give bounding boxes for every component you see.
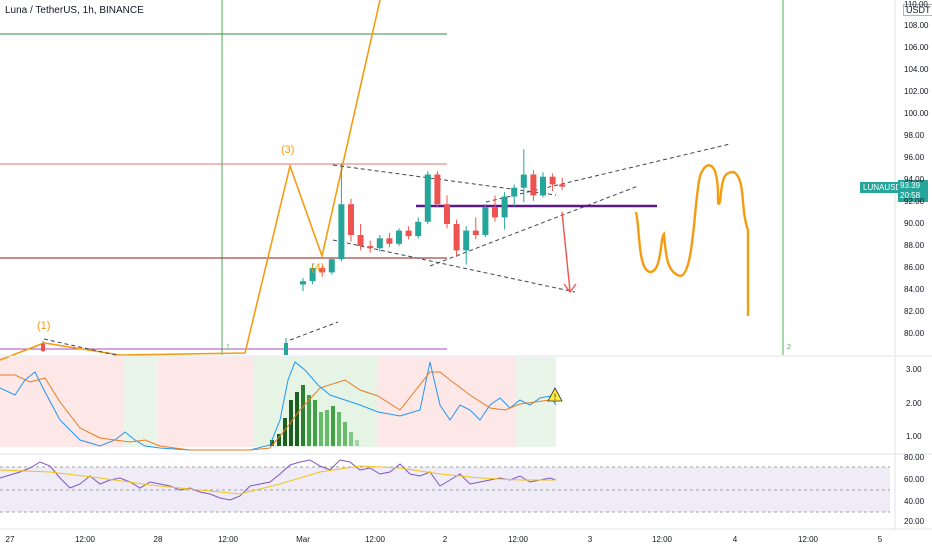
candle-body — [559, 184, 566, 187]
price-tick: 102.00 — [904, 87, 929, 96]
time-tick: 12:00 — [797, 535, 819, 544]
warning-icon[interactable]: ! — [547, 387, 563, 402]
indicator1-tick: 2.00 — [906, 399, 922, 408]
candle-body — [424, 174, 431, 222]
time-tick: 12:00 — [217, 535, 239, 544]
wave-label-1: (1) — [37, 320, 51, 332]
price-tick: 92.00 — [904, 197, 925, 206]
time-tick: 12:00 — [507, 535, 529, 544]
time-tick: 27 — [5, 535, 15, 544]
svg-text:!: ! — [554, 392, 557, 402]
time-tick: 2 — [442, 535, 448, 544]
rsi-tick: 80.00 — [904, 453, 925, 462]
last-price: 93.39 — [900, 181, 921, 190]
price-tick: 98.00 — [904, 131, 925, 140]
candle-body — [463, 230, 470, 251]
time-tick: 12:00 — [364, 535, 386, 544]
price-tick: 82.00 — [904, 307, 925, 316]
time-tick: 12:00 — [74, 535, 96, 544]
candle-body — [444, 204, 450, 224]
candle-body — [472, 230, 479, 235]
indicator1-line-orange — [0, 371, 557, 451]
candle-body — [309, 268, 316, 282]
candle-body — [319, 268, 326, 273]
rsi-band — [0, 467, 890, 512]
candle-body — [492, 207, 498, 218]
down-arrow — [561, 211, 577, 294]
price-tick: 108.00 — [904, 21, 929, 30]
candle-body — [405, 230, 412, 237]
symbol-badge: LUNAUSDT — [860, 182, 910, 193]
candle-body — [396, 230, 402, 244]
candle-body — [511, 187, 518, 197]
elliott-wave-path — [0, 0, 381, 361]
time-tick: 12:00 — [651, 535, 673, 544]
countdown: 20:58 — [900, 191, 921, 200]
wave-label-3: (3) — [281, 144, 295, 156]
time-tick: 4 — [732, 535, 738, 544]
candle-body — [357, 235, 364, 246]
price-tick: 84.00 — [904, 285, 925, 294]
rsi-tick: 20.00 — [904, 517, 925, 526]
candle-body — [520, 174, 527, 188]
chart-title: Luna / TetherUS, 1h, BINANCE — [5, 5, 144, 16]
price-tick: 104.00 — [904, 65, 929, 74]
wave-label-4: (4) — [311, 262, 325, 274]
candle-body — [338, 204, 345, 260]
time-tick: Mar — [296, 535, 310, 544]
price-tick: 96.00 — [904, 153, 925, 162]
price-tick: 110.00 — [904, 0, 928, 9]
rsi-tick: 40.00 — [904, 497, 925, 506]
indicator1-histogram — [270, 385, 359, 446]
candle-body — [482, 207, 489, 235]
price-tick: 94.00 — [904, 175, 925, 184]
marker-label-2: 2 — [787, 344, 791, 351]
projection-scribble — [634, 164, 750, 316]
candle-body — [501, 196, 508, 218]
candle-body — [376, 238, 383, 249]
trend-lines — [43, 143, 731, 357]
marker-label-1: 1 — [226, 344, 230, 351]
candle-body — [348, 204, 354, 235]
price-tick: 90.00 — [904, 219, 925, 228]
price-tick: 100.00 — [904, 109, 929, 118]
candle-body — [549, 176, 556, 185]
candle-body — [300, 281, 306, 285]
candle-body — [530, 174, 537, 196]
time-tick: 5 — [877, 535, 883, 544]
indicator1-background — [0, 357, 556, 447]
candlestick-series — [300, 149, 566, 292]
candle-body — [328, 259, 335, 273]
candle-body — [415, 221, 422, 237]
scale-currency[interactable]: USDT — [903, 4, 932, 16]
candle-body — [434, 174, 441, 205]
price-tick: 88.00 — [904, 241, 925, 250]
rsi-line — [0, 459, 557, 501]
candle-body — [367, 246, 374, 249]
candle-body — [386, 238, 393, 244]
candle-body — [453, 224, 460, 251]
last-price-badge: 93.39 20:58 — [898, 180, 928, 202]
price-tick: 80.00 — [904, 329, 925, 338]
rsi-tick: 60.00 — [904, 475, 925, 484]
rsi-signal-line — [0, 465, 556, 495]
indicator1-tick: 1.00 — [906, 432, 922, 441]
indicator1-tick: 3.00 — [906, 365, 922, 374]
price-tick: 106.00 — [904, 43, 929, 52]
early-candles — [41, 338, 288, 355]
time-tick: 3 — [587, 535, 593, 544]
time-tick: 28 — [153, 535, 163, 544]
rsi-levels — [0, 466, 890, 513]
price-tick: 86.00 — [904, 263, 925, 272]
indicator1-line-blue — [0, 361, 557, 451]
candle-body — [540, 176, 546, 196]
